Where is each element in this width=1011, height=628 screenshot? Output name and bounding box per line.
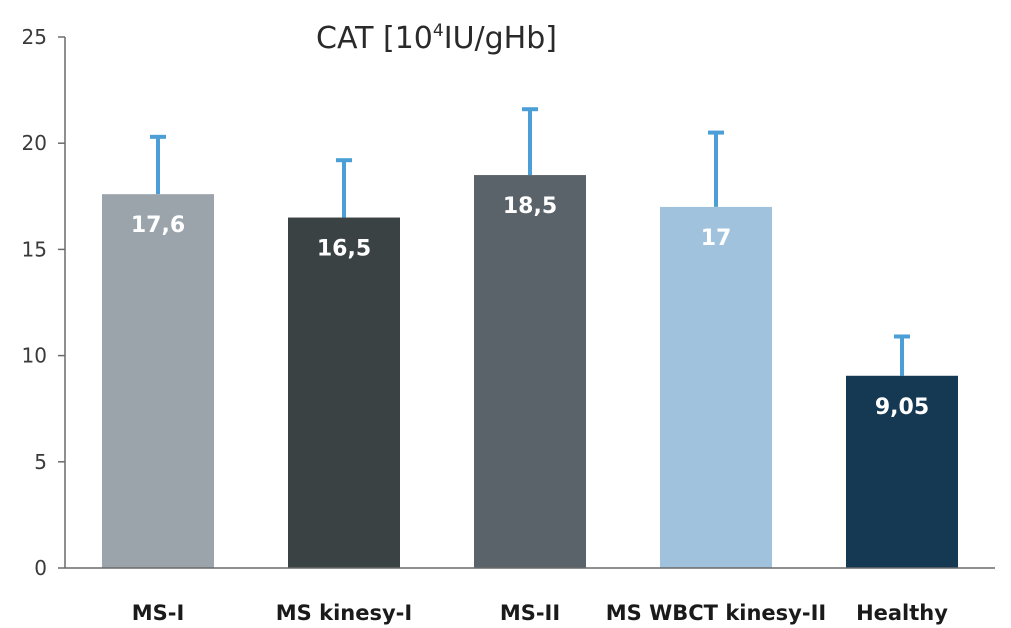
x-axis: MS-I MS kinesy-I MS-II MS WBCT kinesy-II Hea…: [65, 567, 995, 625]
y-tick-label: 0: [34, 556, 47, 580]
bars: 17,6 16,5 18,5 17 9,05: [102, 107, 958, 569]
y-tick-label: 20: [22, 131, 47, 155]
bar: [288, 217, 400, 569]
y-tick-label: 10: [22, 344, 47, 368]
data-label: 17,6: [131, 213, 185, 238]
bar: [474, 175, 586, 568]
y-axis: 0 5 10 15 20 25: [22, 25, 66, 580]
y-tick-label: 25: [22, 25, 47, 49]
x-tick-label: Healthy: [856, 601, 948, 625]
data-label: 9,05: [875, 395, 929, 420]
bar: [102, 194, 214, 568]
chart-title-rest: IU/gHb]: [444, 21, 557, 56]
data-label: 17: [701, 226, 732, 251]
bar: [660, 206, 772, 569]
x-tick-label: MS-I: [132, 601, 185, 625]
bar: [846, 375, 958, 568]
data-label: 16,5: [317, 237, 371, 262]
chart-title-main: CAT [10: [316, 21, 433, 56]
chart-title-superscript: 4: [433, 21, 444, 41]
x-tick-label: MS WBCT kinesy-II: [606, 601, 826, 625]
x-tick-label: MS-II: [500, 601, 560, 625]
chart-title: CAT [104IU/gHb]: [316, 21, 557, 56]
y-tick-label: 15: [22, 237, 47, 261]
x-tick-label: MS kinesy-I: [276, 601, 412, 625]
data-label: 18,5: [503, 194, 557, 219]
y-tick-label: 5: [34, 450, 47, 474]
